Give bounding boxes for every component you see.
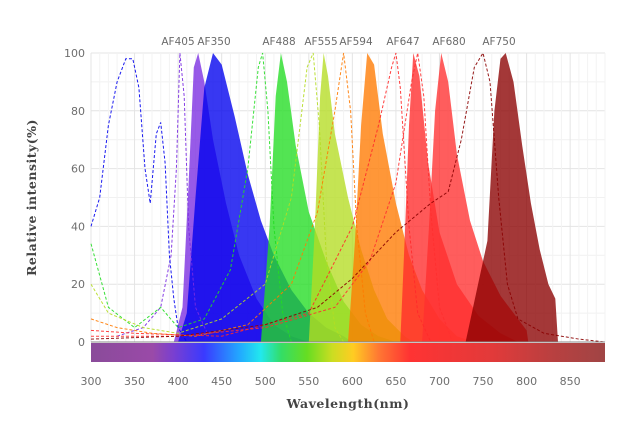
emission-area-af555 xyxy=(308,53,414,342)
excitation-line-af555 xyxy=(90,52,345,343)
excitation-line-af405 xyxy=(116,52,210,337)
x-tick-label: 750 xyxy=(473,375,494,388)
excitation-line-af488 xyxy=(90,52,292,343)
y-tick-label: 100 xyxy=(64,47,85,60)
x-tick-label: 300 xyxy=(81,375,102,388)
excitation-line-af594 xyxy=(90,52,375,343)
x-tick-label: 500 xyxy=(255,375,276,388)
emission-area-af750 xyxy=(465,53,558,342)
x-tick-label: 350 xyxy=(124,375,145,388)
dye-label-af594: AF594 xyxy=(339,36,373,48)
dye-label-af488: AF488 xyxy=(262,36,295,48)
dye-label-af405: AF405 xyxy=(161,36,194,48)
excitation-line-af647 xyxy=(90,52,432,343)
dye-label-af647: AF647 xyxy=(386,36,419,48)
tick-labels: 0 20 40 60 80 100 300 350 400 450 500 550 600 650 700 7… xyxy=(64,47,581,388)
dye-label-af350: AF350 xyxy=(197,36,230,48)
x-axis-title: Wavelength(nm) xyxy=(286,396,410,411)
emission-area-af594 xyxy=(348,53,475,342)
y-tick-label: 20 xyxy=(71,278,85,291)
y-axis-title: Relative intensity(%) xyxy=(24,119,39,276)
x-tick-label: 450 xyxy=(211,375,232,388)
x-tick-label: 700 xyxy=(429,375,450,388)
spectrum-bar xyxy=(91,343,605,362)
excitation-line-af350 xyxy=(90,58,188,343)
y-tick-label: 60 xyxy=(71,163,85,176)
emission-area-af680 xyxy=(422,53,529,342)
y-tick-label: 40 xyxy=(71,220,85,233)
x-tick-label: 400 xyxy=(168,375,189,388)
emission-area-af488 xyxy=(260,53,396,342)
dye-label-af680: AF680 xyxy=(432,36,465,48)
emission-area-af350 xyxy=(178,53,353,342)
excitation-lines xyxy=(90,51,606,343)
y-tick-label: 80 xyxy=(71,105,85,118)
emission-areas xyxy=(173,53,558,342)
x-tick-label: 650 xyxy=(385,375,406,388)
dye-label-af750: AF750 xyxy=(482,36,515,48)
excitation-line-af750 xyxy=(90,51,606,343)
dye-label-af555: AF555 xyxy=(304,36,337,48)
excitation-line-af680 xyxy=(91,52,453,343)
y-tick-label: 0 xyxy=(78,336,85,349)
x-tick-label: 850 xyxy=(560,375,581,388)
x-tick-label: 600 xyxy=(342,375,363,388)
x-tick-label: 800 xyxy=(516,375,537,388)
x-tick-label: 550 xyxy=(298,375,319,388)
dye-labels: AF405 AF350 AF488 AF555 AF594 AF647 AF680 AF750 xyxy=(161,36,515,48)
